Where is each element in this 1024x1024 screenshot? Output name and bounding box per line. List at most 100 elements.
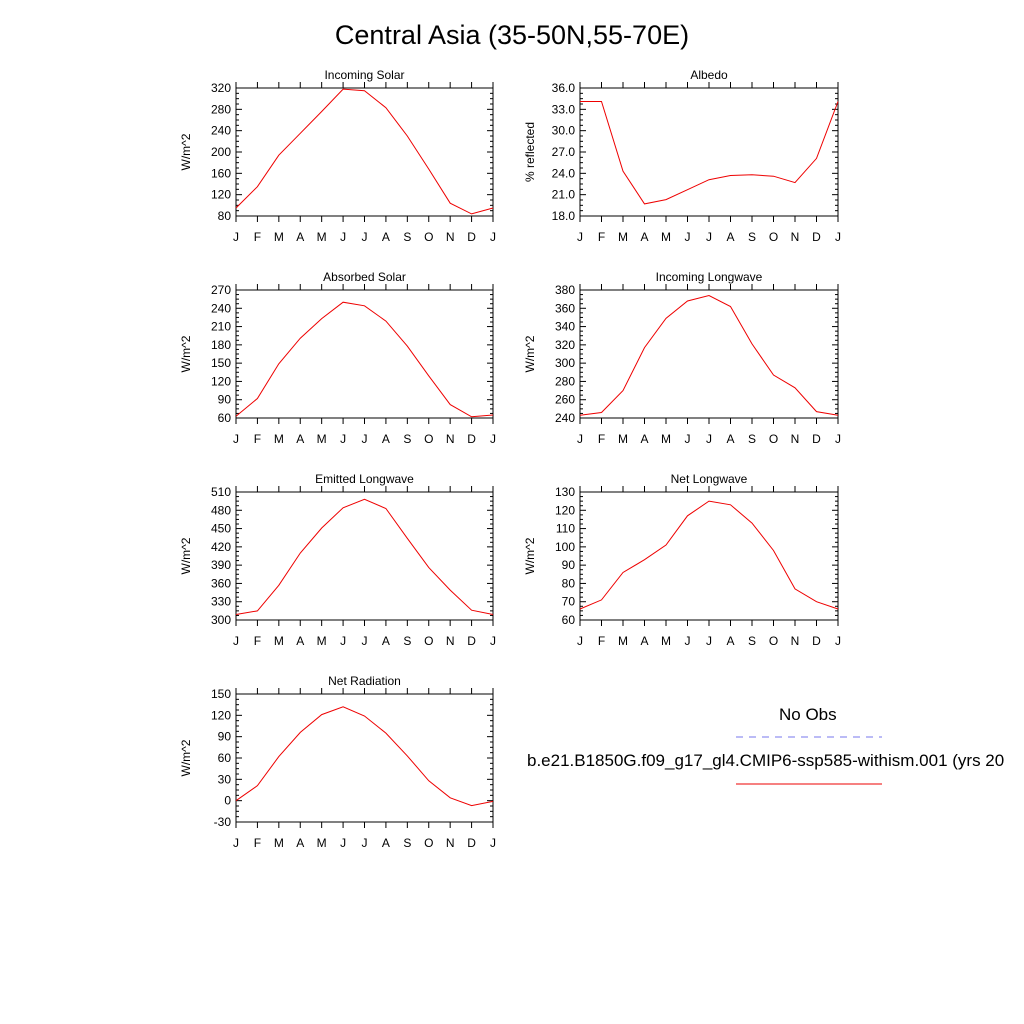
y-tick-label: 30.0 — [552, 124, 576, 138]
x-tick-label: S — [403, 836, 411, 850]
y-tick-label: 70 — [562, 595, 576, 609]
series-line — [235, 498, 494, 615]
x-tick-label: J — [233, 432, 239, 446]
y-tick-label: 110 — [556, 522, 575, 536]
x-tick-label: A — [726, 230, 734, 244]
x-tick-label: O — [424, 230, 433, 244]
x-tick-label: J — [340, 432, 346, 446]
y-tick-label: 240 — [211, 124, 231, 138]
x-tick-label: S — [748, 432, 756, 446]
x-tick-label: O — [769, 230, 778, 244]
x-tick-label: F — [254, 432, 261, 446]
y-tick-label: 300 — [211, 613, 231, 627]
x-tick-label: D — [467, 634, 476, 648]
x-tick-label: J — [577, 634, 583, 648]
y-tick-label: 280 — [555, 374, 575, 388]
x-tick-label: S — [403, 634, 411, 648]
y-tick-label: 330 — [211, 595, 231, 609]
panel-title: Net Radiation — [328, 674, 401, 688]
x-tick-label: A — [382, 230, 390, 244]
y-tick-label: 320 — [211, 81, 231, 95]
x-tick-label: M — [618, 230, 628, 244]
x-tick-label: M — [618, 432, 628, 446]
x-tick-label: M — [317, 836, 327, 850]
y-tick-label: 60 — [218, 751, 232, 765]
y-tick-label: 90 — [218, 730, 232, 744]
x-tick-label: N — [446, 836, 455, 850]
x-tick-label: J — [835, 432, 841, 446]
x-tick-label: J — [233, 836, 239, 850]
x-tick-label: M — [274, 230, 284, 244]
x-tick-label: M — [274, 836, 284, 850]
x-tick-label: N — [446, 230, 455, 244]
series-line — [235, 706, 494, 807]
y-tick-label: 270 — [211, 283, 231, 297]
x-tick-label: O — [769, 432, 778, 446]
x-tick-label: F — [254, 634, 261, 648]
y-tick-label: 320 — [555, 338, 575, 352]
y-tick-label: 80 — [218, 209, 232, 223]
x-tick-label: O — [424, 432, 433, 446]
y-tick-label: 130 — [555, 485, 575, 499]
x-tick-label: J — [233, 634, 239, 648]
y-tick-label: 100 — [555, 540, 575, 554]
panel-emitted-longwave: Emitted Longwave W/m^2 300 330 360 390 420 450 4… — [179, 472, 496, 648]
y-tick-label: 90 — [562, 558, 576, 572]
x-tick-label: F — [598, 230, 605, 244]
y-tick-label: 210 — [211, 320, 231, 334]
x-tick-label: S — [403, 230, 411, 244]
x-tick-label: S — [748, 230, 756, 244]
legend-obs-label: No Obs — [779, 705, 837, 724]
panel-title: Absorbed Solar — [323, 270, 406, 284]
y-tick-label: 360 — [211, 576, 231, 590]
y-tick-label: 120 — [555, 503, 575, 517]
x-tick-label: J — [577, 230, 583, 244]
x-tick-label: F — [598, 634, 605, 648]
x-tick-label: N — [446, 634, 455, 648]
panel-title: Albedo — [690, 68, 728, 82]
y-tick-label: 60 — [562, 613, 576, 627]
x-tick-label: M — [274, 634, 284, 648]
y-axis-label: W/m^2 — [179, 335, 193, 372]
x-tick-label: J — [835, 230, 841, 244]
x-tick-label: J — [490, 836, 496, 850]
x-tick-label: S — [403, 432, 411, 446]
y-tick-label: 420 — [211, 540, 231, 554]
x-tick-label: N — [446, 432, 455, 446]
x-tick-label: J — [340, 836, 346, 850]
x-tick-label: M — [317, 634, 327, 648]
x-tick-label: N — [791, 634, 800, 648]
x-tick-label: N — [791, 230, 800, 244]
x-tick-label: J — [685, 432, 691, 446]
x-tick-label: M — [274, 432, 284, 446]
x-tick-label: J — [685, 230, 691, 244]
x-tick-label: J — [490, 230, 496, 244]
y-tick-label: 280 — [211, 102, 231, 116]
y-tick-label: 21.0 — [552, 188, 576, 202]
legend-model-label: b.e21.B1850G.f09_g17_gl4.CMIP6-ssp585-wi… — [527, 751, 1005, 770]
x-tick-label: S — [748, 634, 756, 648]
y-tick-label: 120 — [211, 188, 231, 202]
panel-title: Net Longwave — [671, 472, 748, 486]
x-tick-label: J — [340, 634, 346, 648]
x-tick-label: J — [362, 432, 368, 446]
panel-title: Incoming Solar — [324, 68, 404, 82]
x-tick-label: O — [769, 634, 778, 648]
x-tick-label: D — [812, 634, 821, 648]
x-tick-label: J — [233, 230, 239, 244]
y-tick-label: 180 — [211, 338, 231, 352]
y-tick-label: 24.0 — [552, 166, 576, 180]
x-tick-label: J — [706, 230, 712, 244]
x-tick-label: A — [640, 230, 648, 244]
x-tick-label: J — [362, 836, 368, 850]
x-tick-label: O — [424, 836, 433, 850]
y-tick-label: 380 — [555, 283, 575, 297]
series-line — [579, 294, 839, 416]
y-axis-label: W/m^2 — [179, 133, 193, 170]
y-tick-label: 0 — [224, 794, 231, 808]
x-tick-label: J — [706, 432, 712, 446]
x-tick-label: D — [467, 836, 476, 850]
x-tick-label: J — [706, 634, 712, 648]
y-tick-label: 27.0 — [552, 145, 576, 159]
